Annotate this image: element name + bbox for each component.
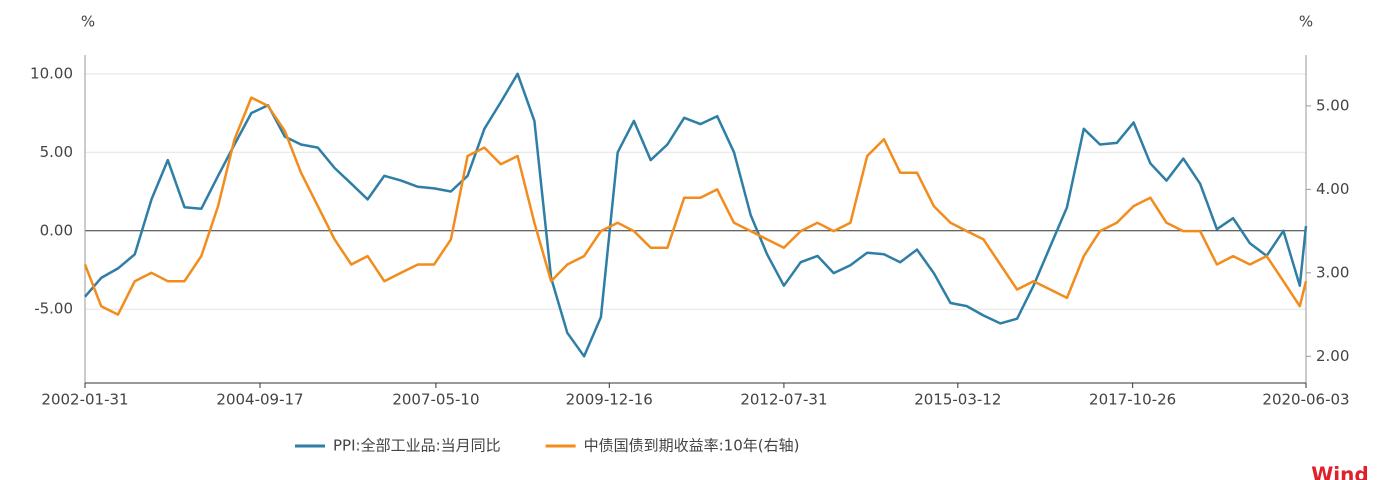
series-line (83, 96, 1308, 316)
y2-tick-label: 3.00 (1316, 263, 1349, 281)
y2-tick-label: 2.00 (1316, 347, 1349, 365)
x-tick-label: 2012-07-31 (740, 391, 827, 409)
right-unit: % (1299, 13, 1313, 31)
x-tick-label: 2017-10-26 (1089, 391, 1176, 409)
x-tick-label: 2002-01-31 (41, 391, 128, 409)
watermark: Wind (1311, 463, 1368, 480)
legend-label: PPI:全部工业品:当月同比 (333, 437, 501, 455)
y2-tick-label: 5.00 (1316, 96, 1349, 114)
y-tick-label: -5.00 (34, 300, 73, 318)
series-line (84, 72, 1308, 358)
x-tick-label: 2004-09-17 (216, 391, 303, 409)
left-unit: % (81, 13, 95, 31)
y-tick-label: 0.00 (40, 221, 73, 239)
y2-tick-label: 4.00 (1316, 180, 1349, 198)
x-tick-label: 2009-12-16 (566, 391, 653, 409)
x-tick-label: 2007-05-10 (392, 391, 479, 409)
x-tick-label: 2015-03-12 (914, 391, 1001, 409)
x-tick-label: 2020-06-03 (1262, 391, 1349, 409)
legend-label: 中债国债到期收益率:10年(右轴) (584, 437, 800, 455)
y-tick-label: 5.00 (40, 143, 73, 161)
y-tick-label: 10.00 (30, 64, 73, 82)
